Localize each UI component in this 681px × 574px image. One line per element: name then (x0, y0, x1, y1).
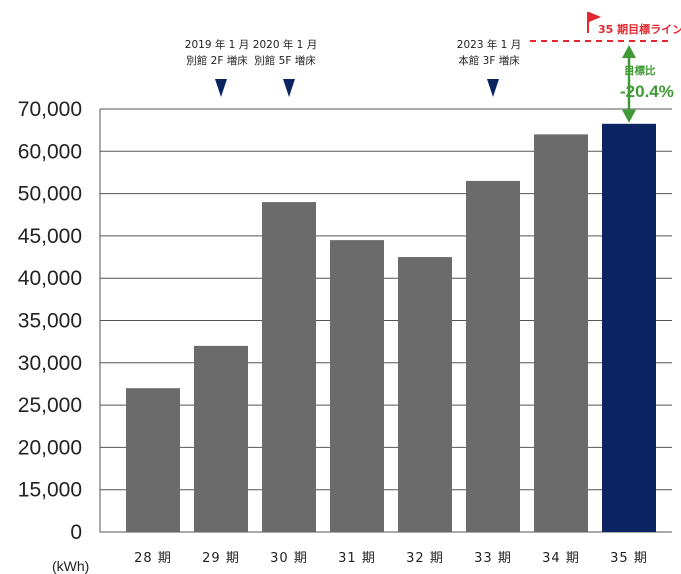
x-tick-label: 34 期 (542, 551, 580, 566)
y-tick-label: 20,000 (18, 436, 82, 459)
bar (466, 180, 520, 532)
y-tick-label: 40,000 (18, 267, 82, 290)
bar (398, 257, 452, 532)
x-axis-ticks: 28 期 29 期 30 期 31 期 32 期 33 期 34 期 35 期 (134, 551, 648, 566)
annotations: 2019 年 1 月別館 2F 増床 2020 年 1 月別館 5F 増床 2023… (185, 38, 521, 97)
y-tick-label: 15,000 (18, 479, 82, 502)
down-arrow-icon (283, 79, 295, 97)
annotation-text: 2020 年 1 月 (253, 38, 317, 51)
bar (330, 240, 384, 532)
target-ratio-value: -20.4% (620, 82, 674, 101)
y-tick-label: 45,000 (18, 225, 82, 248)
y-axis-unit: (kWh) (52, 558, 89, 574)
annotation-text: 2023 年 1 月 (457, 38, 521, 51)
bars (126, 123, 656, 533)
annotation-text: 2019 年 1 月 (185, 38, 249, 51)
y-tick-label: 35,000 (18, 310, 82, 333)
down-arrow-icon (487, 79, 499, 97)
x-tick-label: 33 期 (474, 551, 512, 566)
annotation-text: 本館 3F 増床 (458, 54, 520, 67)
bar (602, 123, 656, 533)
annotation-text: 別館 2F 増床 (186, 54, 248, 67)
y-tick-label: 60,000 (18, 140, 82, 163)
down-arrow-icon (215, 79, 227, 97)
x-tick-label: 35 期 (610, 551, 648, 566)
bar (534, 134, 588, 532)
x-tick-label: 30 期 (270, 551, 308, 566)
x-tick-label: 29 期 (202, 551, 240, 566)
y-tick-label: 50,000 (18, 183, 82, 206)
y-tick-label: 70,000 (18, 98, 82, 121)
y-tick-label: 25,000 (18, 394, 82, 417)
target-line-label: 35 期目標ライン (598, 22, 681, 36)
x-tick-label: 32 期 (406, 551, 444, 566)
bar (126, 388, 180, 532)
y-axis-ticks: 0 15,000 20,000 25,000 30,000 35,000 40,000 45,… (18, 98, 82, 544)
y-tick-label: 30,000 (18, 352, 82, 375)
target-ratio-label: 目標比 (624, 64, 656, 77)
annotation-text: 別館 5F 増床 (254, 54, 316, 67)
x-tick-label: 31 期 (338, 551, 376, 566)
bar (262, 202, 316, 532)
bar (194, 345, 248, 532)
y-tick-label: 0 (70, 521, 82, 544)
x-tick-label: 28 期 (134, 551, 172, 566)
arrow-up-icon (622, 45, 636, 58)
flag-icon (589, 12, 601, 22)
arrow-down-icon (622, 109, 636, 123)
